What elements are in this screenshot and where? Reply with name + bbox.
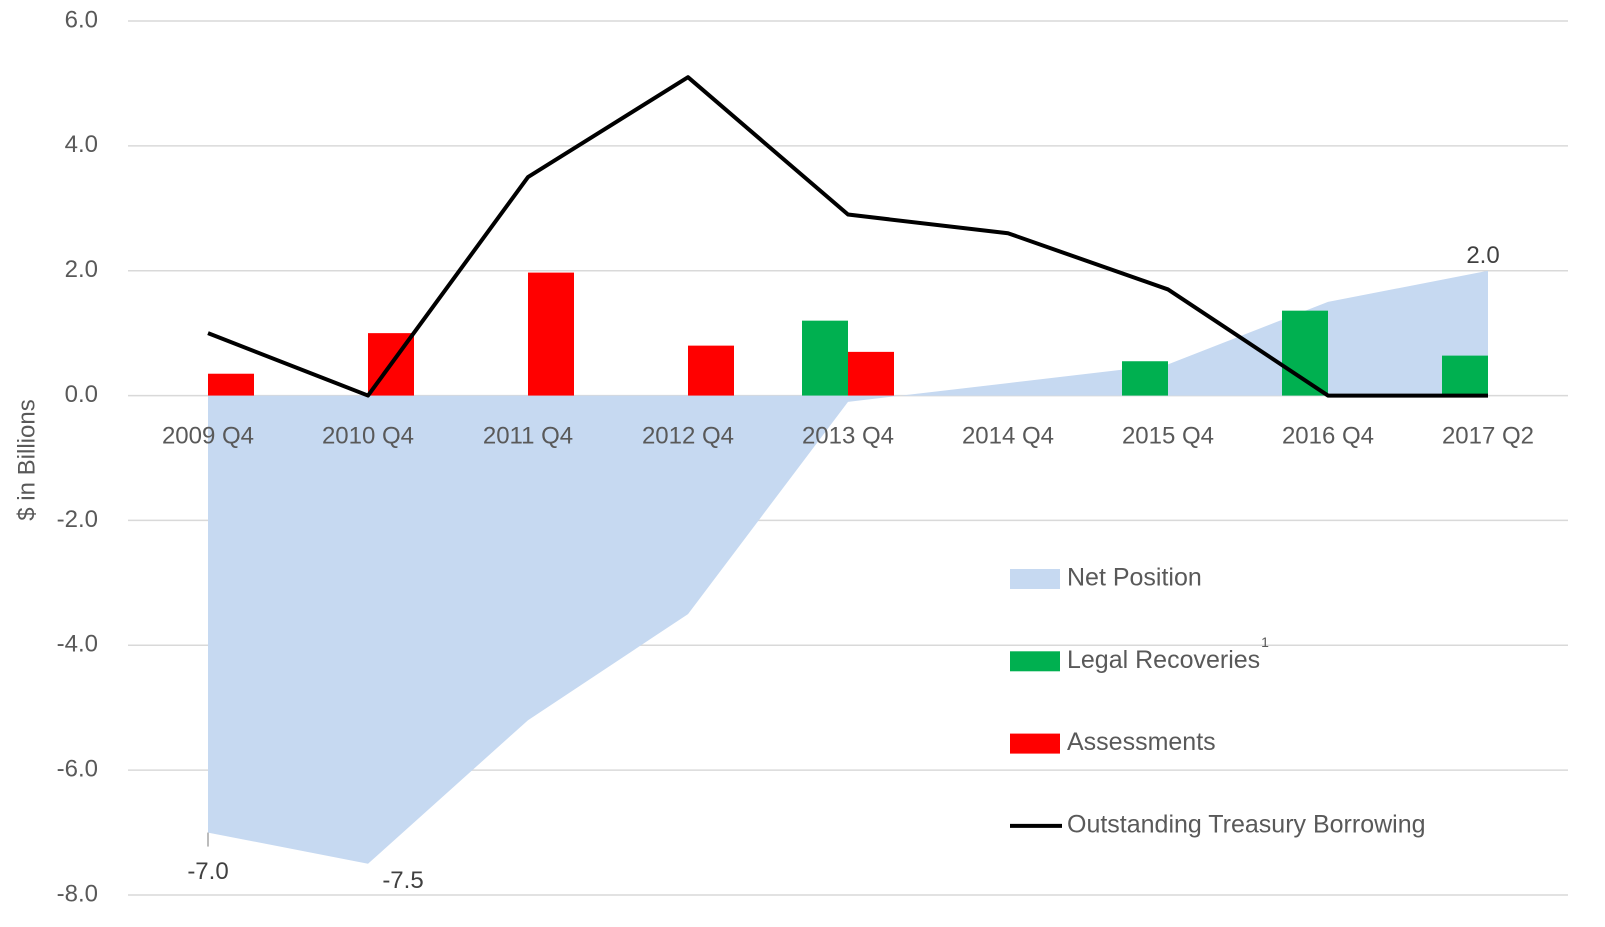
bar [688,345,734,396]
legend-label: Legal Recoveries [1067,646,1260,674]
y-tick-label: 4.0 [65,131,98,158]
x-tick-label: 2014 Q4 [962,422,1054,449]
legend-label: Assessments [1067,728,1216,756]
bar [802,320,848,396]
x-tick-label: 2016 Q4 [1282,422,1374,449]
legend-swatch [1010,569,1060,589]
legend-footnote: 1 [1261,634,1269,650]
y-tick-label: -4.0 [57,631,98,658]
x-tick-label: 2009 Q4 [162,422,254,449]
net-position-area [208,270,1488,864]
bar [848,351,894,396]
x-tick-label: 2017 Q2 [1442,422,1534,449]
data-label: -7.0 [187,858,228,885]
x-tick-label: 2012 Q4 [642,422,734,449]
y-tick-label: -2.0 [57,506,98,533]
data-label: 2.0 [1466,242,1499,269]
legend-label: Outstanding Treasury Borrowing [1067,811,1426,839]
bar [208,373,254,396]
bar [528,272,574,396]
x-tick-label: 2013 Q4 [802,422,894,449]
bar [1442,355,1488,396]
y-tick-label: 6.0 [65,6,98,33]
x-tick-label: 2010 Q4 [322,422,414,449]
data-label: -7.5 [382,867,423,894]
x-tick-label: 2011 Q4 [483,422,573,449]
y-axis-label: $ in Billions [13,399,40,520]
bar [1282,310,1328,396]
legend-label: Net Position [1067,564,1202,592]
bar [1122,361,1168,396]
x-tick-label: 2015 Q4 [1122,422,1214,449]
y-tick-label: -8.0 [57,880,98,907]
y-tick-label: -6.0 [57,755,98,782]
legend-swatch [1010,651,1060,672]
y-tick-label: 2.0 [65,256,98,283]
y-tick-label: 0.0 [65,381,98,408]
legend-swatch [1010,733,1060,754]
borrowing-line [207,75,1488,398]
